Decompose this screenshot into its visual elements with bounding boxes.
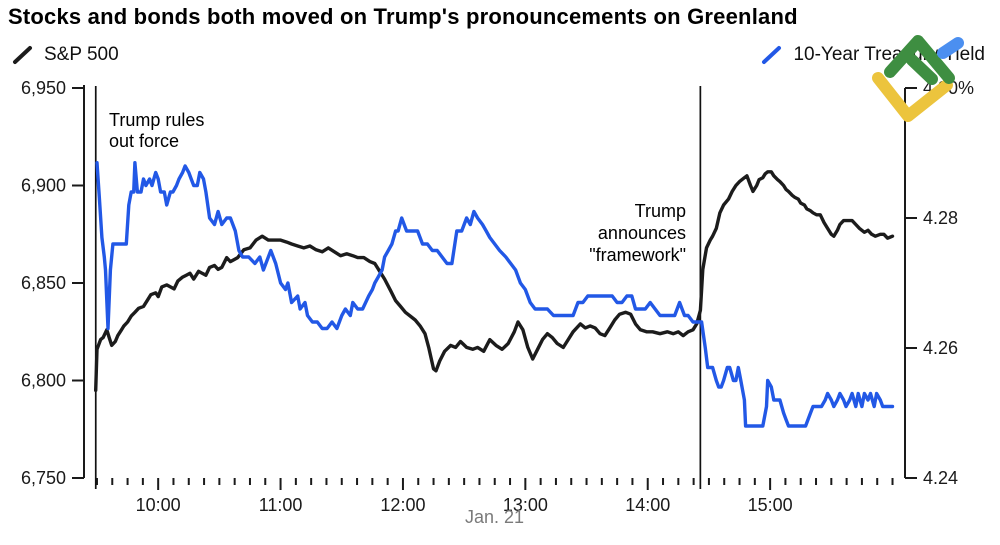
legend-label-sp500: S&P 500: [44, 44, 119, 65]
x-axis-date-label: Jan. 21: [464, 507, 525, 527]
annotation-line: Trump: [634, 201, 686, 221]
annotation-trump-rules-out-force: Trump rules out force: [109, 110, 204, 152]
annotation-line: "framework": [589, 245, 686, 265]
legend-item-sp500: S&P 500: [12, 44, 119, 66]
left-axis-tick-label: 6,750: [21, 468, 66, 488]
x-axis-hour-label: 15:00: [748, 495, 793, 515]
left-axis-tick-label: 6,800: [21, 371, 66, 391]
sp500-line-icon: [13, 46, 32, 64]
broker-logo: [872, 35, 964, 122]
left-axis-tick-label: 6,900: [21, 176, 66, 196]
x-axis-hour-label: 14:00: [625, 495, 670, 515]
left-axis-tick-label: 6,950: [21, 78, 66, 98]
logo-yellow-check: [872, 72, 953, 122]
logo-blue-dash: [937, 37, 964, 59]
treasury-line-icon: [762, 46, 782, 64]
page-title: Stocks and bonds both moved on Trump's p…: [8, 4, 798, 29]
logo-green-peak: [884, 35, 955, 84]
x-axis-hour-label: 12:00: [380, 495, 425, 515]
annotation-trump-announces-framework: Trump announces "framework": [589, 200, 686, 266]
right-axis-tick-label: 4.28: [923, 208, 958, 228]
x-axis-hour-label: 10:00: [136, 495, 181, 515]
right-axis-tick-label: 4.24: [923, 468, 958, 488]
series-line-sp500: [94, 170, 895, 392]
annotation-line: Trump rules: [109, 110, 205, 130]
annotation-line: out force: [109, 131, 180, 151]
right-axis-tick-label: 4.26: [923, 338, 958, 358]
series-line-treasury-yield: [95, 161, 895, 428]
x-axis-hour-label: 11:00: [259, 495, 303, 515]
annotation-line: announces: [597, 223, 686, 243]
x-axis-hour-label: 13:00: [503, 495, 548, 515]
left-axis-tick-label: 6,850: [21, 273, 66, 293]
logo-green-inner-stroke: [906, 54, 938, 85]
